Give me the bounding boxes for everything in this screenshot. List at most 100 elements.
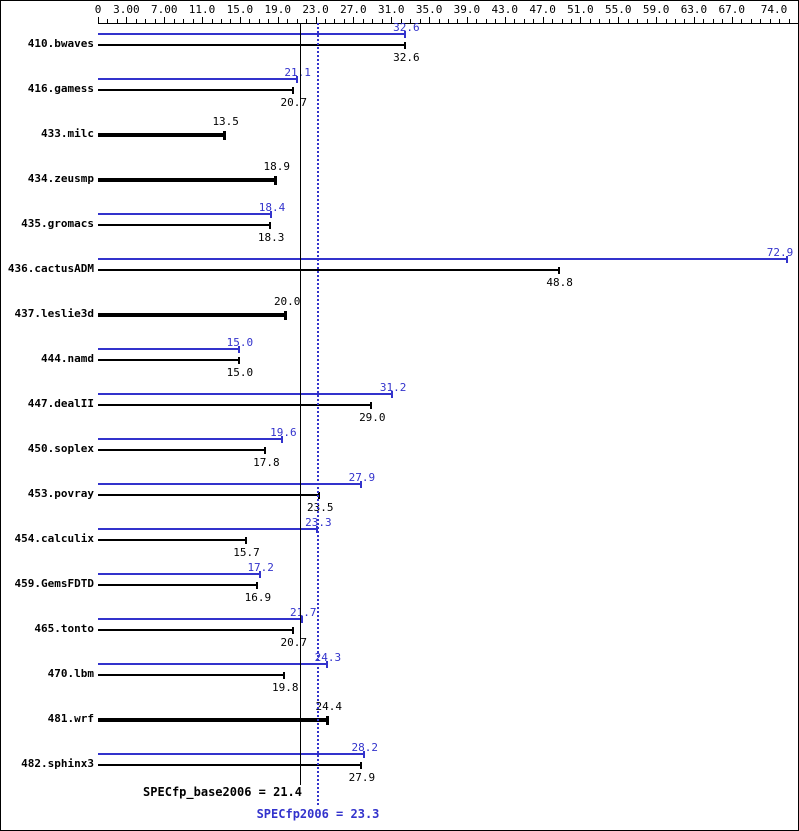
peak-bar — [98, 393, 394, 395]
base-value-label: 32.6 — [393, 51, 420, 64]
axis-major-tick — [316, 17, 317, 23]
axis-minor-tick — [599, 19, 600, 23]
base-bar — [98, 494, 321, 496]
axis-minor-tick — [107, 19, 108, 23]
base-bar — [98, 584, 258, 586]
axis-minor-tick — [457, 19, 458, 23]
peak-value-label: 17.2 — [247, 561, 274, 574]
axis-tick-label: 19.0 — [264, 3, 291, 16]
axis-major-tick — [391, 17, 392, 23]
peak-value-label: 21.7 — [290, 606, 317, 619]
peak-bar — [98, 753, 365, 755]
peak-value-label: 32.6 — [393, 21, 420, 34]
benchmark-label: 453.povray — [27, 487, 94, 500]
peak-bar — [98, 33, 407, 35]
peak-value-label: 28.2 — [351, 741, 379, 754]
base-bar — [98, 449, 267, 451]
base-value-label: 18.3 — [257, 231, 285, 244]
axis-tick-label: 27.0 — [340, 3, 367, 16]
axis-major-tick — [164, 17, 165, 23]
benchmark-label: 450.soplex — [27, 442, 94, 455]
axis-tick-label: 3.00 — [113, 3, 140, 16]
axis-minor-tick — [448, 19, 449, 23]
peak-bar-endcap — [270, 210, 273, 218]
axis-tick-label: 39.0 — [453, 3, 481, 16]
axis-minor-tick — [230, 19, 231, 23]
axis-major-tick — [98, 17, 99, 23]
peak-bar-endcap — [295, 75, 298, 83]
benchmark-label: 470.lbm — [47, 667, 94, 680]
axis-minor-tick — [486, 19, 487, 23]
axis-minor-tick — [420, 19, 421, 23]
axis-line — [98, 23, 798, 24]
axis-tick-label: 11.0 — [188, 3, 216, 16]
peak-bar — [98, 573, 261, 575]
base-value-label: 20.7 — [280, 636, 308, 649]
base-mean-label: SPECfp_base2006 = 21.4 — [143, 785, 302, 799]
axis-tick-label: 47.0 — [529, 3, 556, 16]
axis-minor-tick — [183, 19, 184, 23]
base-value-label: 48.8 — [546, 276, 573, 289]
axis-minor-tick — [722, 19, 723, 23]
axis-minor-tick — [145, 19, 146, 23]
axis-major-tick — [429, 17, 430, 23]
peak-bar — [98, 528, 319, 530]
axis-major-tick — [618, 17, 619, 23]
base-value-label: 20.7 — [280, 96, 308, 109]
axis-tick-label: 31.0 — [377, 3, 405, 16]
benchmark-label: 437.leslie3d — [14, 307, 94, 320]
axis-minor-tick — [287, 19, 288, 23]
base-bar-bold — [98, 718, 329, 722]
axis-minor-tick — [713, 19, 714, 23]
peak-bar — [98, 438, 284, 440]
peak-bar — [98, 663, 328, 665]
base-value-label: 24.4 — [315, 700, 343, 713]
base-bar — [98, 89, 294, 91]
base-value-label: 18.9 — [263, 160, 291, 173]
peak-value-label: 24.3 — [314, 651, 342, 664]
axis-minor-tick — [789, 19, 790, 23]
axis-minor-tick — [562, 19, 563, 23]
axis-minor-tick — [666, 19, 667, 23]
peak-bar — [98, 483, 362, 485]
base-bar — [98, 359, 240, 361]
refline-base — [300, 23, 301, 785]
axis-minor-tick — [268, 19, 269, 23]
base-bar-endcap — [283, 671, 286, 679]
axis-major-tick — [202, 17, 203, 23]
axis-major-tick — [732, 17, 733, 23]
base-bar-endcap — [291, 86, 294, 94]
axis-minor-tick — [212, 19, 213, 23]
base-bar — [98, 269, 560, 271]
axis-tick-label: 59.0 — [642, 3, 670, 16]
peak-bar-endcap — [301, 615, 304, 623]
axis-minor-tick — [741, 19, 742, 23]
refline-peak — [317, 23, 319, 805]
axis-tick-label: 0 — [94, 3, 102, 16]
axis-minor-tick — [476, 19, 477, 23]
axis-minor-tick — [401, 19, 402, 23]
peak-value-label: 27.9 — [348, 471, 376, 484]
peak-bar-endcap — [785, 255, 788, 263]
axis-tick-label: 67.0 — [718, 3, 746, 16]
axis-minor-tick — [334, 19, 335, 23]
base-bar — [98, 224, 272, 226]
benchmark-label: 454.calculix — [14, 532, 94, 545]
peak-bar-endcap — [237, 345, 240, 353]
peak-bar-endcap — [391, 390, 394, 398]
axis-major-tick — [278, 17, 279, 23]
peak-bar — [98, 213, 273, 215]
base-bar-endcap — [291, 626, 294, 634]
axis-minor-tick — [703, 19, 704, 23]
peak-value-label: 19.6 — [270, 426, 297, 439]
base-bar-bold — [98, 313, 288, 317]
base-bar-endcap — [370, 401, 373, 409]
axis-minor-tick — [590, 19, 591, 23]
base-bar-bold — [98, 178, 277, 182]
peak-value-label: 15.0 — [226, 336, 254, 349]
axis-minor-tick — [136, 19, 137, 23]
axis-minor-tick — [637, 19, 638, 23]
axis-minor-tick — [647, 19, 648, 23]
peak-value-label: 31.2 — [379, 381, 407, 394]
